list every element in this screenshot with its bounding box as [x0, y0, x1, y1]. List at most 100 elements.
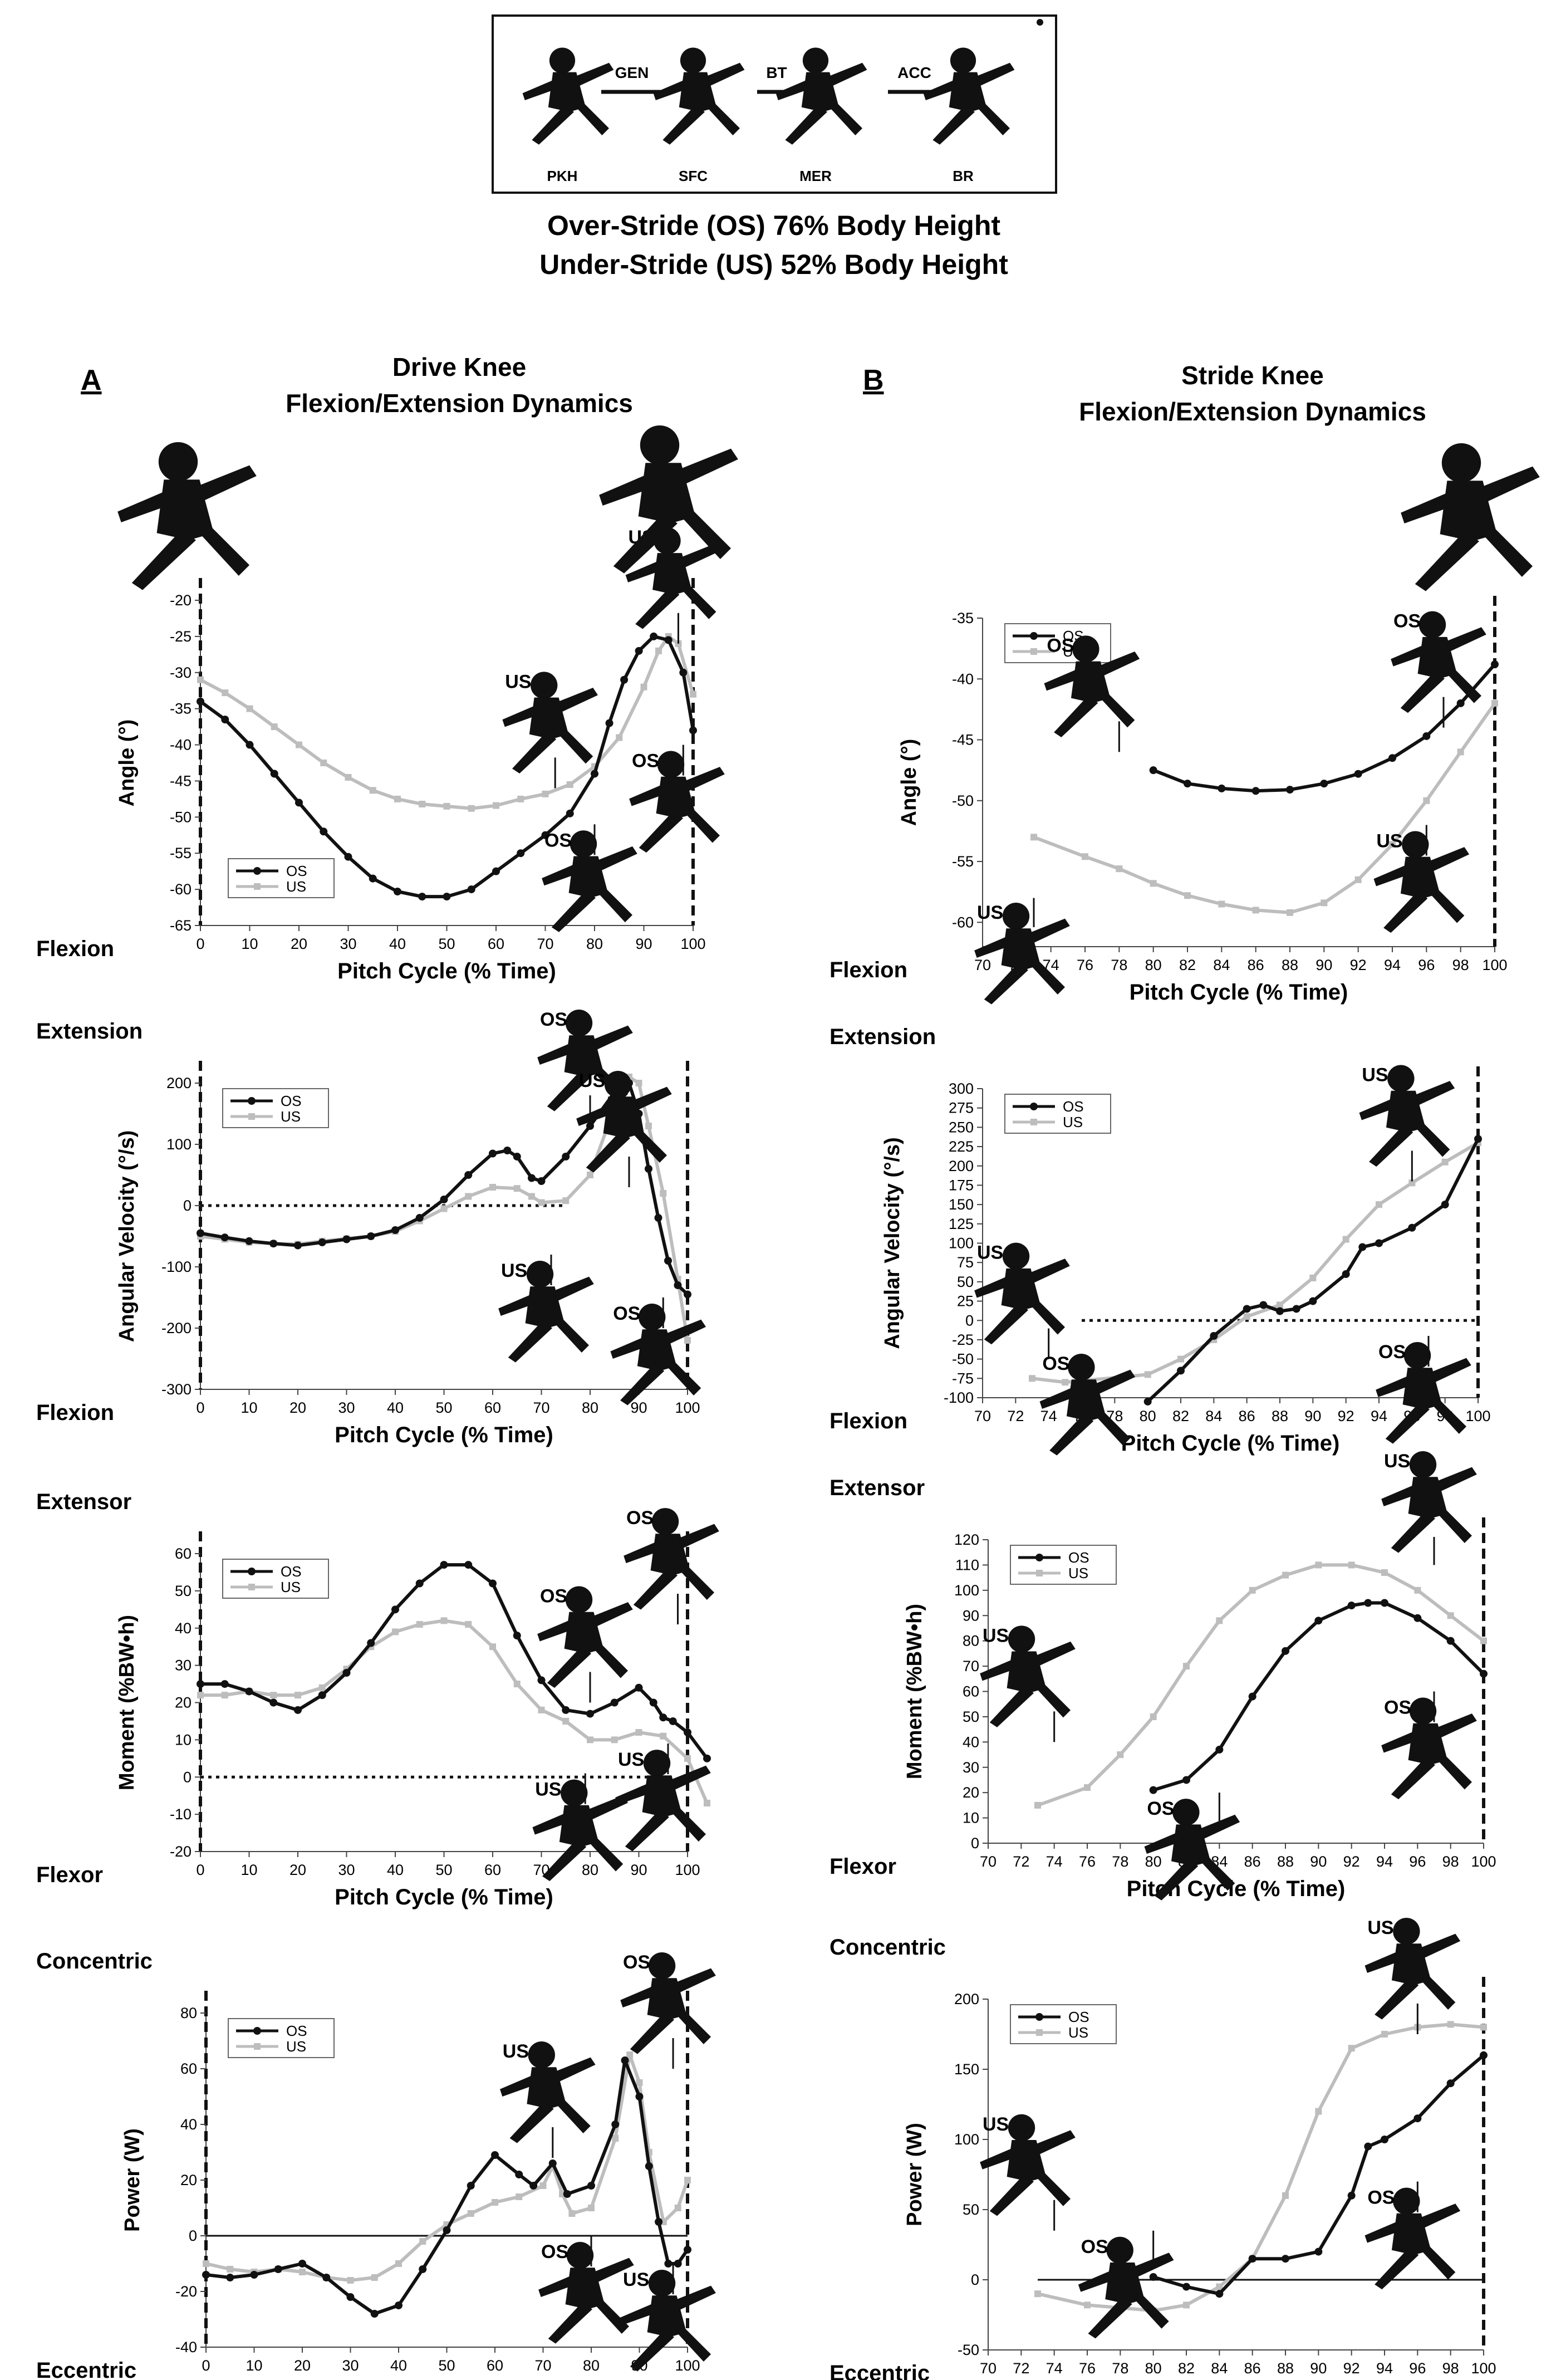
x-tick-label: 92: [1350, 957, 1367, 973]
data-point-os: [645, 1165, 652, 1173]
y-tick-label: 125: [949, 1216, 974, 1232]
data-point-os: [1446, 1637, 1455, 1645]
x-tick-label: 0: [202, 2357, 210, 2374]
direction-label-bottom: Flexor: [829, 1854, 896, 1879]
annotation-label: US: [535, 1779, 561, 1800]
legend-label-us: US: [1063, 1114, 1083, 1130]
y-tick-label: 70: [963, 1658, 979, 1674]
y-tick-label: -40: [175, 2339, 197, 2355]
y-tick-label: -40: [952, 670, 974, 687]
data-point-os: [294, 1706, 302, 1714]
y-tick-label: 90: [963, 1607, 979, 1624]
data-point-us: [1249, 1586, 1256, 1594]
phase-segment-label: ACC: [897, 64, 931, 81]
legend-label-us: US: [281, 1108, 301, 1125]
data-point-us: [635, 1080, 642, 1086]
data-point-us: [1216, 1617, 1223, 1624]
legend-marker: [1030, 648, 1037, 655]
data-point-os: [1381, 1599, 1388, 1607]
data-point-os: [548, 2159, 557, 2167]
data-point-os: [269, 1240, 278, 1248]
x-tick-label: 84: [1213, 957, 1230, 973]
data-point-os: [367, 1639, 375, 1647]
legend-box: [222, 1559, 329, 1599]
x-tick-label: 90: [1310, 2360, 1327, 2377]
data-point-os: [1491, 660, 1499, 669]
data-point-os: [394, 888, 401, 896]
direction-label-top: Concentric: [829, 1935, 946, 1960]
panel-drive-knee-moment: 0 10 20 30 40 50 60 70 80 90 100-20-10010203040506…: [36, 1490, 719, 1909]
data-point-os: [369, 874, 377, 883]
series-line-us: [200, 1619, 709, 1804]
panel-stride-knee-angle: 707274767880828486889092949698100-60-55-…: [829, 443, 1540, 1005]
y-tick-label: -30: [170, 664, 192, 681]
data-point-us: [1354, 876, 1362, 883]
legend-label-us: US: [1068, 1565, 1088, 1581]
data-point-os: [655, 2218, 663, 2226]
x-tick-label: 82: [1179, 957, 1196, 973]
legend-marker: [248, 1097, 256, 1105]
y-tick-label: 120: [954, 1531, 979, 1548]
legend-marker: [1030, 632, 1038, 640]
header-line-us: Under-Stride (US) 52% Body Height: [539, 249, 1008, 280]
x-tick-label: 10: [240, 1862, 257, 1878]
data-point-os: [391, 1605, 399, 1614]
data-point-os: [245, 1237, 253, 1245]
y-axis-label: Power (W): [121, 2128, 144, 2232]
x-tick-label: 94: [1384, 957, 1401, 973]
y-tick-label: 10: [175, 1731, 192, 1748]
y-tick-label: 50: [963, 2201, 979, 2218]
y-tick-label: 10: [963, 1810, 979, 1826]
annotation-label: OS: [1042, 1353, 1069, 1374]
x-tick-label: 20: [294, 2357, 311, 2374]
x-tick-label: 40: [389, 936, 406, 952]
x-tick-label: 100: [675, 2357, 700, 2374]
data-point-us: [394, 795, 401, 802]
y-tick-label: 225: [949, 1138, 974, 1155]
data-point-us: [1447, 2021, 1454, 2028]
annotation-label: OS: [544, 830, 572, 851]
annotation-label: OS: [1367, 2187, 1395, 2208]
y-tick-label: -55: [952, 853, 974, 870]
x-tick-label: 80: [1145, 957, 1162, 973]
data-point-os: [322, 2274, 331, 2281]
data-point-os: [197, 697, 204, 706]
y-tick-label: 0: [183, 1197, 192, 1214]
data-point-us: [1177, 1355, 1184, 1363]
data-point-os: [566, 809, 574, 817]
data-point-us: [1029, 1375, 1035, 1382]
data-point-os: [1177, 1367, 1185, 1375]
direction-label-bottom: Flexion: [36, 937, 114, 961]
annotation-label: US: [977, 902, 1003, 923]
data-point-us: [539, 2182, 547, 2189]
legend-box: [1010, 1545, 1117, 1585]
y-tick-label: -45: [952, 732, 974, 748]
data-point-os: [674, 1281, 682, 1289]
data-point-os: [270, 770, 278, 778]
data-point-os: [344, 853, 352, 861]
data-point-us: [612, 2135, 619, 2142]
data-point-os: [1354, 770, 1362, 778]
legend-marker: [1036, 2029, 1043, 2036]
x-tick-label: 82: [1178, 2360, 1195, 2377]
series-line-os: [1152, 2054, 1485, 2296]
data-point-os: [1215, 2290, 1224, 2298]
data-point-us: [203, 2260, 209, 2267]
column-a-header: A Drive Knee Flexion/Extension Dynamics: [81, 352, 633, 418]
x-tick-label: 60: [488, 936, 504, 952]
x-tick-label: 92: [1338, 1408, 1354, 1424]
x-tick-label: 84: [1205, 1408, 1222, 1424]
data-point-us: [568, 2210, 576, 2217]
y-tick-label: 100: [954, 2131, 979, 2148]
data-point-us: [1348, 1561, 1355, 1569]
data-point-os: [342, 1235, 351, 1243]
column-b-subtitle: Flexion/Extension Dynamics: [1079, 397, 1426, 426]
legend-marker: [253, 2027, 261, 2035]
legend-label-os: OS: [1068, 1549, 1089, 1566]
data-point-us: [1252, 907, 1259, 914]
legend-box: [228, 2018, 335, 2058]
y-tick-label: -35: [170, 701, 192, 717]
data-point-us: [222, 689, 229, 697]
y-tick-label: -65: [170, 917, 192, 934]
